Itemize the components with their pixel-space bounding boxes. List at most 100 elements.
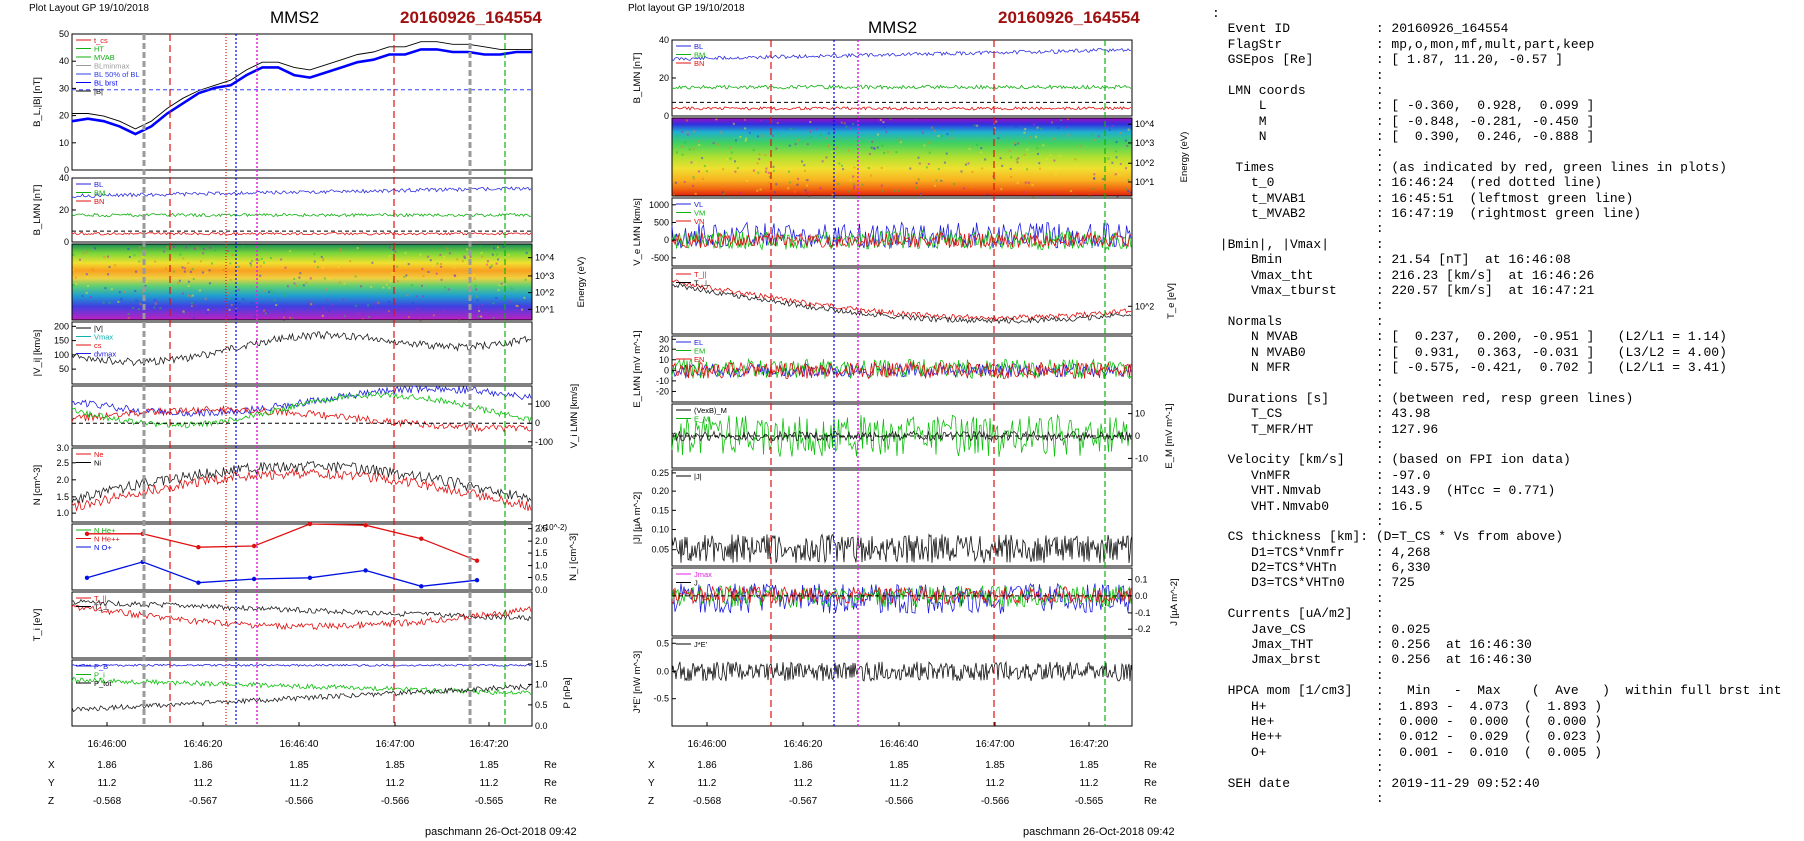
spectrogram-pixel	[701, 157, 704, 160]
info-line: :	[1212, 790, 1384, 806]
spectrogram-pixel	[388, 286, 391, 289]
spectrogram-pixel	[463, 256, 466, 259]
spectrogram-pixel	[497, 246, 499, 249]
y-axis-label: V_e LMN [km/s]	[632, 198, 643, 266]
spectrogram-pixel	[251, 260, 254, 262]
spectrogram-pixel	[853, 185, 856, 188]
series-trace-1	[71, 676, 532, 695]
legend-entry: EL	[694, 338, 703, 347]
series-trace-0	[671, 660, 1133, 682]
spectrogram-pixel	[286, 285, 289, 288]
spectrogram-pixel	[302, 284, 305, 287]
x-tick-label: 16:47:00	[376, 739, 415, 750]
y-tick-label: 0.1	[1135, 575, 1148, 585]
y-tick-label: 50	[59, 29, 69, 39]
spectrogram-pixel	[305, 281, 308, 284]
y-tick-label: 1.0	[535, 679, 548, 689]
legend-entry: HT	[94, 45, 104, 54]
spectrogram-pixel	[229, 262, 232, 265]
series-trace-2	[671, 585, 1132, 605]
spectrogram-pixel	[213, 249, 216, 252]
panel-frame	[671, 197, 1133, 267]
series-trace-1	[671, 584, 1132, 609]
spectrogram-pixel	[1119, 132, 1122, 134]
y-tick-label: 0	[664, 111, 669, 121]
spectrogram-pixel	[209, 246, 212, 249]
spectrogram-pixel	[308, 300, 311, 303]
series-trace-2	[671, 231, 1132, 249]
spectrogram-pixel	[1033, 123, 1035, 126]
spectrogram-pixel	[860, 118, 863, 121]
spectrogram-pixel	[313, 253, 316, 256]
series-trace-0	[72, 598, 532, 622]
spectrogram-pixel	[1125, 167, 1127, 170]
spectrogram-pixel	[293, 282, 296, 285]
x-tick-label: 16:46:00	[688, 739, 727, 750]
spectrogram-pixel	[986, 193, 989, 196]
legend-entry: |V|	[94, 324, 103, 333]
y-tick-label: -100	[535, 437, 553, 447]
spectrogram-pixel	[436, 262, 439, 265]
spectrogram-pixel	[876, 146, 879, 149]
info-line: HPCA mom [1/cm3] : Min - Max ( Ave ) wit…	[1212, 683, 1782, 699]
spectrogram-pixel	[694, 161, 697, 164]
spectrogram-pixel	[322, 266, 325, 269]
spectrogram-pixel	[496, 253, 499, 256]
spectrogram-pixel	[259, 265, 262, 268]
spectrogram-pixel	[921, 131, 924, 134]
y-tick-label: 10^3	[1135, 138, 1154, 148]
spectrogram-pixel	[320, 255, 323, 258]
spectrogram-pixel	[183, 311, 185, 314]
position-value: 11.2	[480, 778, 499, 789]
legend-entry: BL	[94, 180, 103, 189]
spectrogram-pixel	[759, 188, 762, 191]
spectrogram-pixel	[370, 285, 373, 288]
legend-entry: Ni	[94, 459, 101, 468]
y-tick-label: 0.05	[651, 545, 669, 555]
spectrogram-pixel	[1130, 191, 1132, 194]
spectrogram-pixel	[440, 263, 442, 265]
spectrogram-pixel	[1092, 187, 1095, 190]
spectrogram-pixel	[1023, 153, 1026, 156]
y-axis-label: |J| [µA m^-2]	[632, 492, 643, 544]
spectrogram-pixel	[1009, 149, 1011, 152]
spectrogram-pixel	[1045, 157, 1048, 160]
y-axis-label: N_i [cm^-3]	[568, 533, 579, 581]
spectrogram-pixel	[408, 316, 410, 319]
series-trace-0	[671, 582, 1132, 614]
spectrogram-pixel	[250, 264, 253, 267]
panel-frame	[71, 321, 533, 385]
spectrogram-pixel	[952, 169, 954, 172]
spectrogram-pixel	[697, 140, 699, 143]
spectrogram-pixel	[1034, 135, 1037, 138]
spectrogram-pixel	[272, 291, 275, 294]
spectrogram-pixel	[192, 278, 195, 280]
spectrogram-pixel	[703, 165, 706, 167]
spectrogram-pixel	[153, 306, 156, 309]
spectrogram-pixel	[1023, 164, 1026, 167]
spectrogram-pixel	[237, 288, 240, 291]
spectrogram-pixel	[809, 130, 812, 133]
spectrogram-pixel	[1066, 134, 1069, 137]
spectrogram-pixel	[775, 183, 778, 186]
spectrogram-pixel	[973, 124, 976, 127]
panel-vlmn: 100 0 -100 V_i LMN [km/s]	[71, 384, 580, 448]
series-trace-0	[671, 362, 1132, 379]
spectrogram-pixel	[461, 260, 464, 263]
spectrogram-pixel	[322, 259, 324, 262]
spectrogram-pixel	[242, 298, 245, 301]
spectrogram-pixel	[1010, 176, 1012, 178]
spectrogram-pixel	[226, 250, 229, 252]
spectrogram-pixel	[876, 133, 879, 136]
spectrogram-pixel	[107, 255, 109, 258]
spectrogram-pixel	[722, 192, 725, 195]
spectrogram-pixel	[685, 119, 688, 122]
spectrogram-pixel	[134, 290, 137, 292]
spectrogram-pixel	[967, 162, 970, 165]
spectrogram-pixel	[1112, 124, 1114, 127]
y-tick-label: 0	[1135, 431, 1140, 441]
spectrogram-pixel	[1016, 161, 1019, 164]
y-tick-label: 30	[59, 83, 69, 93]
